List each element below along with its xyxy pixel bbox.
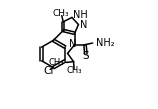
Text: NH₂: NH₂ (96, 37, 115, 48)
Text: CH₃: CH₃ (66, 66, 82, 75)
Text: CH₃: CH₃ (52, 9, 69, 18)
Text: CH₃: CH₃ (49, 58, 64, 67)
Text: NH: NH (73, 10, 88, 20)
Text: N: N (69, 39, 76, 49)
Text: Cl: Cl (43, 66, 54, 76)
Text: S: S (82, 51, 89, 61)
Text: N: N (79, 20, 87, 30)
